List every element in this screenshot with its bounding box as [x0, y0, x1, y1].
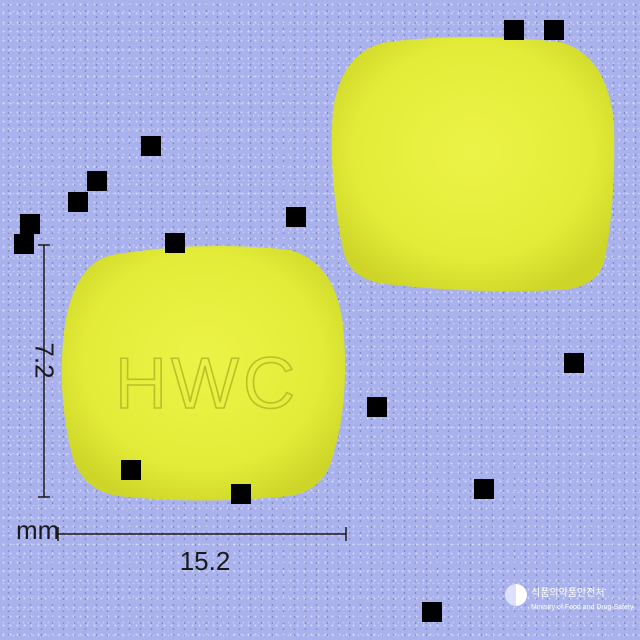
logo-english-text: Ministry of Food and Drug Safety: [531, 604, 634, 611]
black-square-marker: [165, 233, 185, 253]
black-square-marker: [121, 460, 141, 480]
black-square-marker: [14, 234, 34, 254]
emblem-icon: [505, 584, 527, 606]
black-square-marker: [20, 214, 40, 234]
mfds-logo: 식품의약품안전처 Ministry of Food and Drug Safet…: [505, 582, 634, 622]
logo-korean-text: 식품의약품안전처: [531, 588, 605, 599]
black-square-marker: [367, 397, 387, 417]
black-square-marker: [474, 479, 494, 499]
black-square-marker: [286, 207, 306, 227]
dimension-unit-label: mm: [16, 515, 60, 545]
black-square-marker: [68, 192, 88, 212]
dimension-label-height: 7.2: [29, 342, 60, 379]
dimension-label-width: 15.2: [179, 546, 231, 576]
black-square-marker: [231, 484, 251, 504]
tablet-back-view: [331, 37, 615, 292]
black-square-marker: [564, 353, 584, 373]
black-square-marker: [141, 136, 161, 156]
black-square-marker: [422, 602, 442, 622]
black-square-marker: [504, 20, 524, 40]
tablet-front-view: [61, 246, 346, 501]
tablet-imprint: HWC: [115, 344, 299, 424]
black-square-marker: [544, 20, 564, 40]
black-square-marker: [87, 171, 107, 191]
